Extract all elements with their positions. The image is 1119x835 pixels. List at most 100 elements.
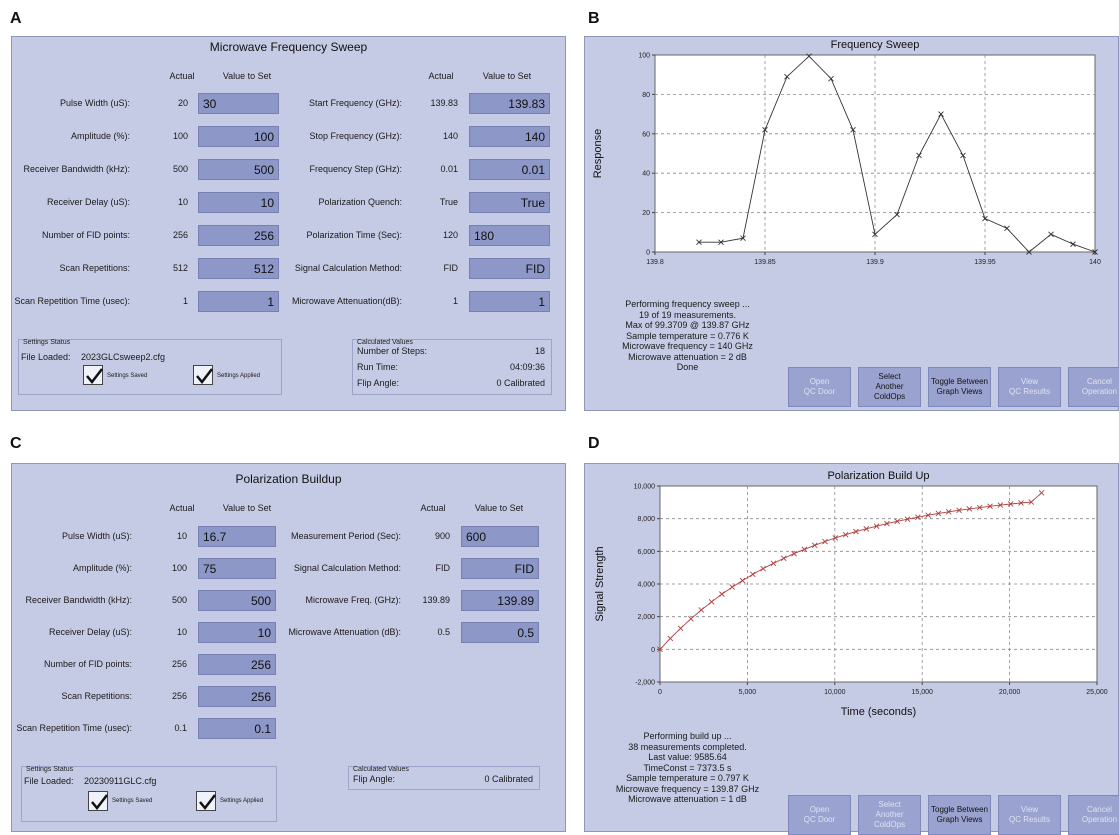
file-loaded-value: 2023GLCsweep2.cfg xyxy=(81,352,166,362)
number-of-fid-points-input[interactable]: 256 xyxy=(198,654,276,675)
microwave-freq-input[interactable]: 139.89 xyxy=(461,590,539,611)
number-of-fid-points-actual-value: 256 xyxy=(171,659,187,669)
scan-repetition-time-input[interactable]: 0.1 xyxy=(198,718,276,739)
y-tick-label: 100 xyxy=(638,53,650,60)
data-point-marker xyxy=(801,546,808,553)
data-point-marker xyxy=(945,508,952,515)
data-point-marker xyxy=(740,235,746,242)
chart-title: Frequency Sweep xyxy=(831,39,920,51)
microwave-attenuation-input[interactable]: 1 xyxy=(469,291,550,312)
settings-saved-label: Settings Saved xyxy=(107,373,148,379)
y-tick-label: 6,000 xyxy=(637,549,655,556)
data-point-marker xyxy=(997,502,1004,508)
number-of-fid-points-actual-value: 256 xyxy=(172,230,188,240)
signal-calculation-method-input[interactable]: FID xyxy=(461,558,539,579)
open-qc-door-button[interactable]: Open QC Door xyxy=(788,795,851,835)
microwave-freq-actual-value: 139.89 xyxy=(422,595,450,605)
receiver-bandwidth-input[interactable]: 500 xyxy=(198,590,276,611)
start-frequency-label: Start Frequency (GHz): xyxy=(308,98,402,108)
data-point-marker xyxy=(872,231,878,238)
data-point-marker xyxy=(708,598,715,605)
flip-angle-value: 0 Calibrated xyxy=(496,378,545,388)
data-point-marker xyxy=(811,542,818,549)
receiver-delay-input[interactable]: 10 xyxy=(198,192,279,213)
microwave-attenuation-input[interactable]: 0.5 xyxy=(461,622,539,643)
x-tick-label: 5,000 xyxy=(739,689,757,696)
data-point-marker xyxy=(884,520,890,527)
cancel-operation-button[interactable]: Cancel Operation xyxy=(1068,795,1119,835)
settings-applied-checkbox[interactable] xyxy=(193,365,213,385)
select-another-coldops-button[interactable]: Select Another ColdOps xyxy=(858,795,921,835)
data-point-marker xyxy=(956,507,962,514)
amplitude-actual-value: 100 xyxy=(172,131,188,141)
settings-saved-checkbox[interactable] xyxy=(88,791,108,811)
start-frequency-input[interactable]: 139.83 xyxy=(469,93,550,114)
settings-saved-checkbox[interactable] xyxy=(83,365,103,385)
open-qc-door-button[interactable]: Open QC Door xyxy=(788,367,851,407)
data-point-marker xyxy=(806,53,812,60)
settings-applied-label: Settings Applied xyxy=(217,373,261,379)
value-column-header: Value to Set xyxy=(222,503,272,513)
y-tick-label: 60 xyxy=(642,131,650,138)
scan-repetition-time-label: Scan Repetition Time (usec): xyxy=(16,723,132,733)
check-icon xyxy=(199,794,216,810)
x-axis-label: Time (seconds) xyxy=(841,706,916,718)
panel-label-c: C xyxy=(10,435,22,452)
data-point-marker xyxy=(1028,499,1035,505)
polarization-buildup-graph-panel: Polarization Build Up Time (seconds) Signa… xyxy=(584,463,1119,835)
amplitude-input[interactable]: 100 xyxy=(198,126,279,147)
data-point-marker xyxy=(1026,249,1032,255)
x-tick-label: 15,000 xyxy=(911,689,933,696)
pulse-width-input[interactable]: 30 xyxy=(198,93,279,114)
scan-repetitions-input[interactable]: 512 xyxy=(198,258,279,279)
receiver-bandwidth-input[interactable]: 500 xyxy=(198,159,279,180)
frequency-sweep-chart: Frequency SweepFrequency (GHz)Response13… xyxy=(592,39,1101,266)
frequency-step-actual-value: 0.01 xyxy=(440,164,458,174)
view-qc-results-button[interactable]: View QC Results xyxy=(998,795,1061,835)
x-tick-label: 10,000 xyxy=(824,689,846,696)
scan-repetitions-actual-value: 512 xyxy=(172,263,188,273)
data-point-marker xyxy=(853,528,859,535)
y-tick-label: 80 xyxy=(642,92,650,99)
frequency-step-input[interactable]: 0.01 xyxy=(469,159,550,180)
toggle-between-graph-views-button[interactable]: Toggle Between Graph Views xyxy=(928,367,991,407)
x-tick-label: 139.8 xyxy=(646,259,664,266)
data-point-marker xyxy=(657,646,663,653)
stop-frequency-input[interactable]: 140 xyxy=(469,126,550,147)
pulse-width-label: Pulse Width (uS): xyxy=(61,531,132,541)
data-point-marker xyxy=(915,514,921,521)
cancel-operation-button[interactable]: Cancel Operation xyxy=(1068,367,1119,407)
scan-repetitions-input[interactable]: 256 xyxy=(198,686,276,707)
flip-angle-label: Flip Angle: xyxy=(357,378,400,388)
value-column-header: Value to Set xyxy=(482,71,532,81)
flip-angle-value: 0 Calibrated xyxy=(484,774,533,784)
polarization-time-input[interactable]: 180 xyxy=(469,225,550,246)
y-axis-label: Response xyxy=(592,129,604,179)
select-another-coldops-button[interactable]: Select Another ColdOps xyxy=(858,367,921,407)
data-point-marker xyxy=(1038,489,1045,496)
data-point-marker xyxy=(791,550,797,557)
receiver-delay-input[interactable]: 10 xyxy=(198,622,276,643)
scan-repetition-time-label: Scan Repetition Time (usec): xyxy=(14,296,130,306)
data-point-marker xyxy=(894,518,901,525)
number-of-fid-points-input[interactable]: 256 xyxy=(198,225,279,246)
pulse-width-input[interactable]: 16.7 xyxy=(198,526,276,547)
settings-applied-checkbox[interactable] xyxy=(196,791,216,811)
panel-label-d: D xyxy=(588,435,600,452)
group-label: Calculated Values xyxy=(357,339,413,346)
view-qc-results-button[interactable]: View QC Results xyxy=(998,367,1061,407)
signal-calculation-method-input[interactable]: FID xyxy=(469,258,550,279)
polarization-quench-input[interactable]: True xyxy=(469,192,550,213)
settings-status-group: Settings Status File Loaded: 20230911GLC… xyxy=(21,766,277,822)
measurement-period-input[interactable]: 600 xyxy=(461,526,539,547)
flip-angle-label: Flip Angle: xyxy=(353,774,396,784)
toggle-between-graph-views-button[interactable]: Toggle Between Graph Views xyxy=(928,795,991,835)
microwave-attenuation-actual-value: 0.5 xyxy=(437,627,450,637)
data-point-marker xyxy=(925,512,931,519)
scan-repetition-time-input[interactable]: 1 xyxy=(198,291,279,312)
y-tick-label: 8,000 xyxy=(637,516,655,523)
scan-repetitions-label: Scan Repetitions: xyxy=(59,263,130,273)
data-point-marker xyxy=(982,215,988,222)
amplitude-input[interactable]: 75 xyxy=(198,558,276,579)
measurement-period-label: Measurement Period (Sec): xyxy=(290,531,401,541)
